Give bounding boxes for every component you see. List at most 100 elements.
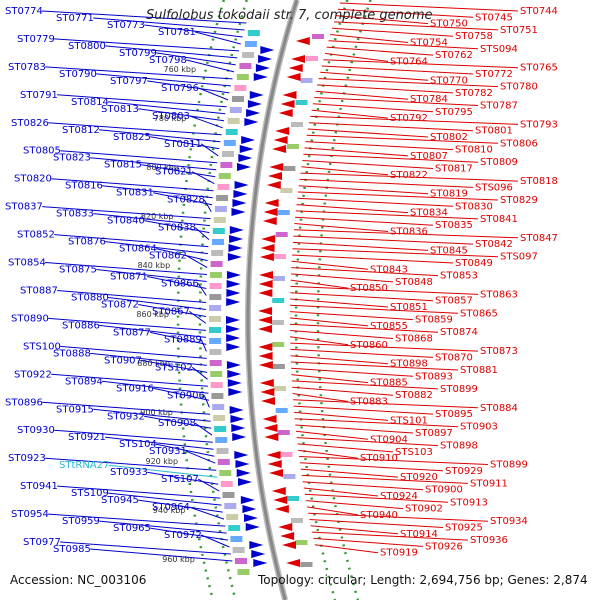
left-gene-label: ST0811 (164, 139, 202, 150)
left-gene-label: ST0781 (158, 27, 196, 38)
feature-block (283, 166, 296, 171)
left-gene-label: STtRNA27 (59, 460, 109, 471)
right-leader-line (293, 405, 434, 415)
feature-block (222, 151, 234, 157)
reverse-gene-arrow (274, 505, 289, 513)
forward-gene-arrow (229, 235, 244, 243)
right-gene-label: ST0819 (430, 189, 468, 200)
right-gene-label: ST0859 (415, 315, 453, 326)
right-leader-line (332, 27, 454, 37)
feature-block (212, 404, 225, 410)
forward-gene-arrow (238, 154, 253, 162)
right-gene-label: ST0745 (475, 12, 513, 23)
right-leader-line (314, 544, 379, 554)
left-gene-label: ST0773 (107, 20, 145, 31)
right-leader-line (294, 411, 389, 421)
left-leader-line (51, 178, 214, 192)
left-gene-label: ST0872 (101, 300, 139, 311)
left-leader-line (144, 24, 243, 38)
left-leader-line (93, 17, 245, 31)
right-leader-line (292, 241, 429, 251)
left-gene-label: ST0790 (59, 69, 97, 80)
right-leader-line (290, 342, 479, 352)
left-gene-label: ST0815 (104, 160, 142, 171)
left-leader-line (186, 450, 216, 464)
right-leader-line (296, 437, 439, 447)
reverse-gene-arrow (282, 541, 297, 549)
tick-label: 900 kbp (140, 408, 173, 417)
left-gene-label: STS104 (119, 439, 157, 450)
right-leader-line (290, 285, 479, 295)
feature-block (236, 74, 249, 80)
right-leader-line (290, 348, 434, 358)
right-leader-line (290, 273, 394, 283)
left-leader-line (60, 345, 207, 359)
feature-block (239, 63, 252, 69)
right-leader-line (295, 210, 479, 220)
left-leader-line (203, 395, 210, 408)
right-gene-label: ST0925 (445, 523, 483, 534)
right-gene-label: ST0822 (390, 170, 428, 181)
feature-block (227, 118, 240, 124)
reverse-gene-arrow (258, 343, 273, 351)
forward-gene-arrow (229, 226, 244, 234)
feature-block (214, 206, 227, 212)
left-leader-line (105, 241, 209, 255)
reverse-gene-arrow (258, 352, 273, 360)
left-gene-label: ST0805 (23, 146, 61, 157)
right-gene-label: ST0744 (520, 6, 558, 17)
left-leader-line (147, 276, 207, 289)
right-gene-label: ST0884 (480, 403, 518, 414)
feature-block (224, 503, 237, 509)
left-leader-line (102, 380, 209, 394)
left-gene-label: ST0820 (14, 174, 52, 185)
feature-block (277, 210, 290, 215)
forward-gene-arrow (251, 550, 266, 558)
left-leader-line (108, 492, 222, 506)
right-gene-label: ST0883 (350, 397, 388, 408)
right-leader-line (292, 248, 499, 258)
left-leader-line (96, 269, 207, 282)
right-leader-line (291, 374, 369, 384)
feature-block (272, 276, 285, 281)
tick-label: 780 kbp (154, 114, 187, 123)
left-gene-label: ST0890 (11, 313, 49, 324)
left-gene-label: ST0821 (155, 167, 193, 178)
forward-gene-arrow (258, 55, 273, 63)
dotted-ring-3 (316, 0, 372, 601)
left-leader-line (191, 366, 208, 380)
left-gene-label: ST0908 (158, 418, 196, 429)
left-leader-line (48, 122, 222, 136)
left-leader-line (42, 401, 211, 415)
feature-block (272, 298, 285, 303)
right-gene-label: ST0784 (410, 94, 448, 105)
reverse-gene-arrow (262, 415, 277, 423)
feature-block (209, 327, 221, 333)
feature-block (272, 342, 285, 347)
right-gene-label: ST0924 (380, 491, 418, 502)
right-gene-label: ST0898 (390, 359, 428, 370)
left-leader-line (189, 115, 223, 129)
dotted-ring-2 (294, 0, 349, 601)
reverse-gene-arrow (280, 532, 295, 540)
right-gene-label: STS103 (395, 447, 433, 458)
right-gene-label: ST0898 (440, 441, 478, 452)
left-leader-line (57, 485, 221, 499)
left-gene-label: ST0840 (107, 216, 145, 227)
right-leader-line (313, 537, 424, 547)
left-gene-label: ST0798 (149, 55, 187, 66)
right-leader-line (302, 160, 434, 169)
right-leader-line (326, 46, 434, 56)
left-gene-label: ST0864 (119, 244, 157, 255)
forward-gene-arrow (247, 100, 262, 108)
reverse-gene-arrow (258, 361, 273, 369)
right-leader-line (291, 367, 414, 377)
backbone-arc (246, 0, 299, 601)
right-leader-line (304, 147, 409, 157)
feature-block (274, 386, 287, 391)
right-leader-line (323, 59, 519, 69)
forward-gene-arrow (226, 280, 241, 288)
right-gene-label: ST0842 (475, 239, 513, 250)
right-leader-line (317, 84, 454, 94)
left-gene-label: ST0831 (116, 188, 154, 199)
